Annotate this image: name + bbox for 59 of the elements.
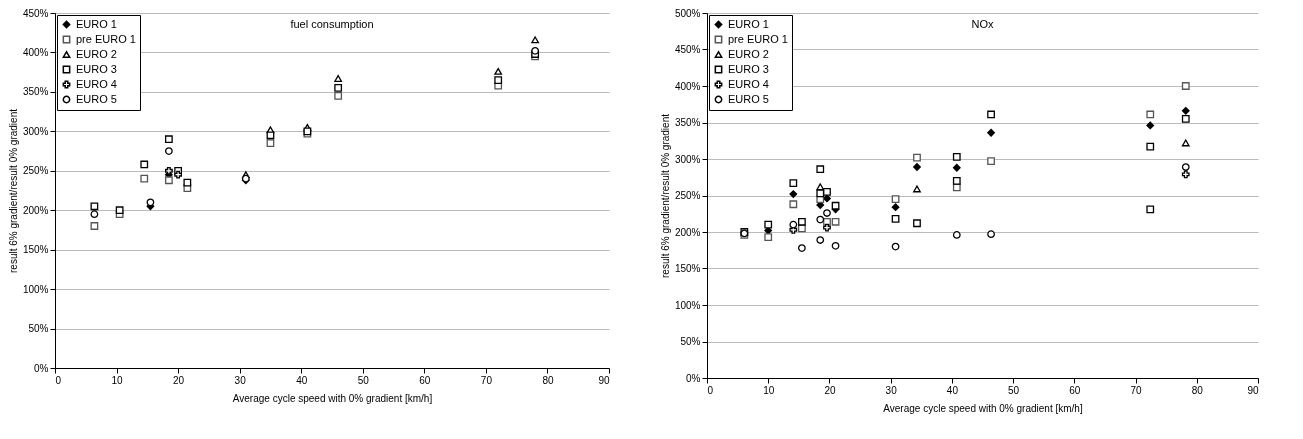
x-tick-label: 20 bbox=[824, 384, 836, 396]
legend-label: EURO 5 bbox=[76, 92, 117, 105]
chart-title: fuel consumption bbox=[290, 18, 374, 30]
legend-label: EURO 1 bbox=[728, 17, 769, 30]
legend-label: EURO 1 bbox=[76, 17, 117, 30]
legend-label: EURO 2 bbox=[76, 47, 117, 60]
legend-label: EURO 3 bbox=[728, 62, 769, 75]
legend-label: EURO 5 bbox=[728, 92, 769, 105]
y-tick-label: 300% bbox=[22, 125, 49, 137]
y-tick-label: 100% bbox=[22, 283, 49, 295]
legend-label: EURO 3 bbox=[76, 62, 117, 75]
y-tick-label: 350% bbox=[674, 117, 701, 128]
x-tick-label: 80 bbox=[542, 374, 554, 386]
x-tick-label: 90 bbox=[598, 374, 610, 386]
x-axis-title: Average cycle speed with 0% gradient [km/h] bbox=[232, 392, 433, 404]
y-tick-label: 450% bbox=[674, 44, 701, 55]
y-axis-title: result 6% gradient/result 0% gradient bbox=[7, 108, 19, 273]
x-tick-label: 50 bbox=[357, 374, 370, 386]
legend-label: EURO 4 bbox=[728, 77, 769, 90]
y-tick-label: 0% bbox=[34, 362, 49, 374]
y-tick-label: 400% bbox=[674, 80, 701, 92]
chart-title: NOx bbox=[971, 18, 994, 30]
y-tick-label: 150% bbox=[674, 263, 701, 274]
legend-label: EURO 2 bbox=[728, 47, 769, 60]
x-tick-label: 40 bbox=[946, 384, 959, 396]
x-tick-label: 20 bbox=[173, 374, 185, 386]
y-tick-label: 200% bbox=[674, 226, 701, 238]
y-tick-label: 300% bbox=[674, 153, 701, 165]
legend-label: pre EURO 1 bbox=[728, 32, 788, 45]
y-axis-title: result 6% gradient/result 0% gradient bbox=[659, 113, 671, 278]
y-tick-label: 500% bbox=[674, 7, 701, 19]
y-tick-label: 250% bbox=[674, 190, 701, 201]
y-tick-label: 400% bbox=[22, 46, 49, 58]
x-tick-label: 10 bbox=[111, 374, 124, 386]
x-tick-label: 60 bbox=[419, 374, 431, 386]
x-axis-title: Average cycle speed with 0% gradient [km/h] bbox=[883, 402, 1083, 414]
y-tick-label: 0% bbox=[686, 372, 701, 384]
x-tick-label: 70 bbox=[480, 374, 493, 386]
legend-label: EURO 4 bbox=[76, 77, 117, 90]
x-tick-label: 80 bbox=[1191, 384, 1204, 396]
y-tick-label: 350% bbox=[22, 86, 49, 98]
y-tick-label: 150% bbox=[22, 244, 49, 256]
y-tick-label: 50% bbox=[680, 336, 701, 347]
y-tick-label: 50% bbox=[28, 323, 49, 335]
y-tick-label: 200% bbox=[22, 204, 49, 216]
x-tick-label: 60 bbox=[1069, 384, 1081, 396]
legend-label: pre EURO 1 bbox=[76, 32, 136, 45]
x-tick-label: 30 bbox=[234, 374, 247, 386]
x-tick-label: 0 bbox=[707, 384, 714, 396]
y-tick-label: 100% bbox=[674, 299, 701, 311]
x-tick-label: 30 bbox=[885, 384, 898, 396]
y-tick-label: 250% bbox=[22, 165, 49, 177]
x-tick-label: 0 bbox=[55, 374, 62, 386]
x-tick-label: 10 bbox=[763, 384, 775, 396]
y-tick-label: 450% bbox=[22, 7, 49, 19]
x-tick-label: 50 bbox=[1008, 384, 1020, 396]
x-tick-label: 40 bbox=[296, 374, 308, 386]
x-tick-label: 90 bbox=[1247, 384, 1259, 396]
x-tick-label: 70 bbox=[1130, 384, 1143, 396]
